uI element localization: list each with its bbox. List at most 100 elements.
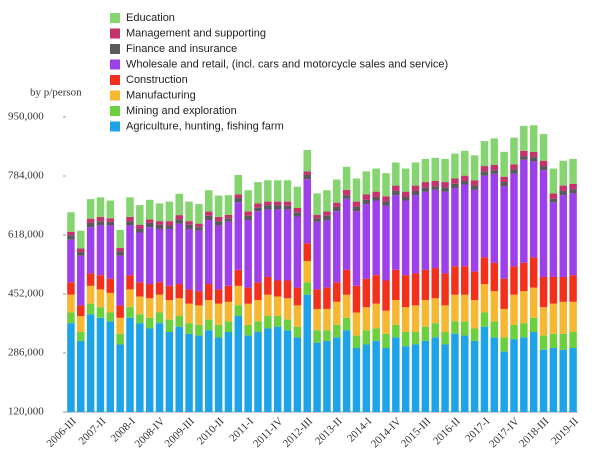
bar-segment <box>520 291 528 324</box>
bar-segment <box>500 182 508 187</box>
bar-segment <box>392 162 400 186</box>
bar-segment <box>392 300 400 325</box>
bar-segment <box>382 333 390 349</box>
bar-segment <box>234 316 243 412</box>
bar-segment <box>155 282 164 295</box>
bar-segment <box>116 247 124 252</box>
bar-segment <box>106 221 115 226</box>
bar-segment <box>441 182 449 188</box>
bar-segment <box>480 141 489 167</box>
bar-segment <box>520 159 528 263</box>
bar-segment <box>323 308 331 331</box>
bar-segment <box>205 211 213 216</box>
bar-segment <box>461 175 469 181</box>
bar-segment <box>500 278 508 309</box>
bar-segment <box>214 303 223 325</box>
bar-segment <box>214 289 223 304</box>
bar-segment <box>441 332 449 345</box>
bar-segment <box>165 225 174 229</box>
bar-segment <box>283 319 292 331</box>
bar-segment <box>126 197 134 217</box>
bar-segment <box>323 287 331 309</box>
bar-segment <box>224 221 233 286</box>
bar-segment <box>500 176 508 183</box>
bar-segment <box>254 207 262 212</box>
x-tick-label: 2014-IV <box>369 415 404 450</box>
bar-segment <box>372 200 380 276</box>
bar-segment <box>549 202 558 277</box>
bar-segment <box>293 216 302 288</box>
bar-segment <box>273 209 282 281</box>
bar-segment <box>303 179 311 244</box>
x-tick-label: 2010-II <box>195 415 227 447</box>
bar-segment <box>185 224 193 229</box>
bar-segment <box>480 257 489 285</box>
bar-segment <box>175 215 183 220</box>
bar-segment <box>254 203 262 208</box>
bar-segment <box>214 225 223 290</box>
bar-segment <box>205 330 213 412</box>
bar-segment <box>86 273 95 286</box>
bar-segment <box>411 195 420 274</box>
bar-segment <box>549 303 558 334</box>
bar-segment <box>333 211 341 283</box>
bar-segment <box>205 220 213 285</box>
bar-segment <box>441 305 449 333</box>
bar-segment <box>401 346 410 412</box>
bar-segment <box>116 251 124 256</box>
bar-segment <box>510 137 518 165</box>
bar-segment <box>401 307 410 333</box>
legend-label: Manufacturing <box>126 89 196 101</box>
bar-segment <box>342 198 351 270</box>
bar-segment <box>96 221 105 226</box>
bar-segment <box>411 185 420 191</box>
bar-segment <box>224 321 233 333</box>
bar-segment <box>421 300 430 327</box>
bar-segment <box>67 212 75 232</box>
bar-segment <box>411 190 420 196</box>
bar-segment <box>559 190 567 196</box>
bar-segment <box>86 199 95 219</box>
bar-segment <box>185 228 193 290</box>
bar-segment <box>165 285 174 301</box>
bar-segment <box>342 317 351 331</box>
bar-segment <box>205 300 213 320</box>
bar-segment <box>254 282 262 301</box>
bar-segment <box>77 248 85 253</box>
bar-segment <box>86 303 95 315</box>
bar-segment <box>185 303 193 324</box>
bar-segment <box>352 312 361 336</box>
bar-segment <box>529 287 538 318</box>
bar-segment <box>559 301 567 334</box>
x-tick-label: 2016-II <box>431 415 463 447</box>
bar-segment <box>136 205 144 225</box>
bar-segment <box>303 150 311 172</box>
legend-swatch <box>110 13 120 23</box>
bar-segment <box>401 332 410 347</box>
bar-segment <box>392 190 400 196</box>
bar-segment <box>273 205 282 210</box>
bar-segment <box>342 294 351 318</box>
bar-segment <box>431 180 439 187</box>
bar-segment <box>205 284 213 301</box>
bar-segment <box>67 231 75 236</box>
bar-segment <box>352 178 361 202</box>
bar-segment <box>293 186 302 208</box>
bar-segment <box>244 215 252 221</box>
bar-segment <box>126 221 134 226</box>
bar-segment <box>352 285 361 313</box>
bar-segment <box>283 201 292 206</box>
bar-segment <box>470 271 479 301</box>
bar-segment <box>362 199 371 205</box>
bar-segment <box>155 294 164 313</box>
bar-segment <box>549 198 558 203</box>
bar-segment <box>441 191 449 274</box>
legend-swatch <box>110 106 120 116</box>
bar-segment <box>313 221 321 290</box>
bar-segment <box>136 282 144 297</box>
bar-segment <box>569 183 577 190</box>
bar-segment <box>86 314 95 412</box>
bar-segment <box>234 198 243 203</box>
bar-segment <box>303 174 311 180</box>
bar-segment <box>205 190 213 212</box>
